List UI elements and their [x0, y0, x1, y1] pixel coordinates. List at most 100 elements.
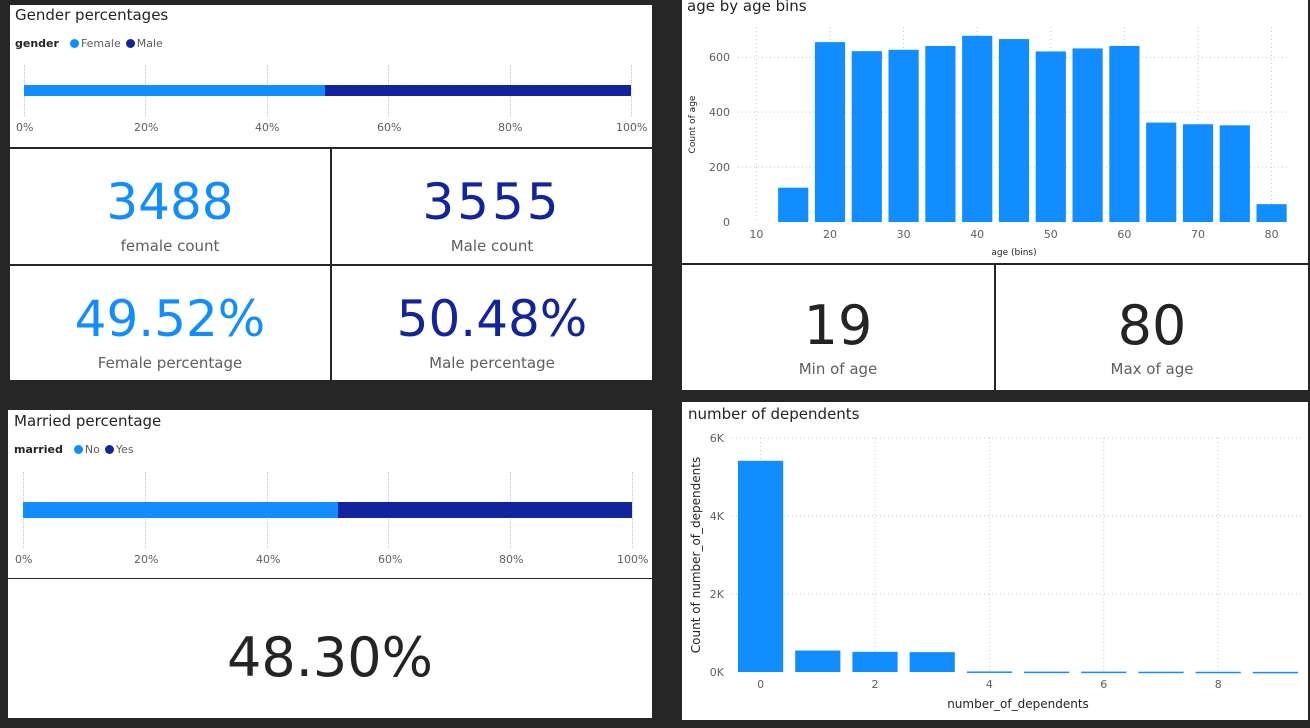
gender-tick-80: 80%	[498, 121, 523, 134]
histogram-bar[interactable]	[814, 42, 846, 222]
yes-legend-label[interactable]: Yes	[115, 443, 134, 456]
histogram-bar[interactable]	[1109, 45, 1140, 223]
dependents-panel[interactable]: number of dependents 0K 2K 4K 6K 0 2 4 6 8 number…	[682, 402, 1308, 720]
histogram-bar[interactable]	[1035, 51, 1066, 222]
min-age-card[interactable]: 19 Min of age	[682, 265, 994, 390]
female-percentage-value: 49.52%	[74, 290, 266, 348]
y-axis-label: Count of age	[688, 95, 698, 153]
x-tick-label: 10	[749, 228, 763, 241]
histogram-bar[interactable]	[888, 49, 919, 222]
female-percentage-card[interactable]: 49.52% Female percentage	[10, 266, 330, 380]
max-age-label: Max of age	[1110, 360, 1194, 378]
histogram-bar[interactable]	[1024, 671, 1070, 674]
female-legend-dot	[69, 39, 79, 48]
male-legend-dot	[125, 39, 135, 48]
y-tick-label: 0	[723, 216, 730, 229]
male-legend-label[interactable]: Male	[136, 37, 163, 50]
y-tick-label: 0K	[710, 666, 725, 679]
min-age-label: Min of age	[798, 360, 878, 378]
gender-percentages-panel[interactable]: Gender percentages gender Female Male 0%…	[10, 5, 652, 147]
gridline	[631, 65, 632, 117]
female-legend-label[interactable]: Female	[80, 37, 121, 50]
x-tick-label: 60	[1117, 228, 1131, 241]
married-tick-0: 0%	[15, 553, 33, 566]
female-count-label: female count	[120, 237, 220, 255]
male-percentage-label: Male percentage	[429, 354, 555, 372]
x-tick-label: 40	[970, 228, 984, 241]
gender-tick-0: 0%	[16, 121, 34, 134]
histogram-bar[interactable]	[962, 35, 993, 223]
age-bins-panel[interactable]: age by age bins 0 200 400 600 10 20 30 40 50 60 70…	[682, 0, 1308, 263]
dependents-histogram[interactable]: 0K 2K 4K 6K 0 2 4 6 8 number_of_dependents Count o…	[682, 402, 1308, 720]
married-tick-40: 40%	[256, 553, 281, 566]
histogram-bar[interactable]	[1195, 671, 1241, 674]
gender-tick-100: 100%	[616, 121, 648, 134]
married-legend: married No Yes	[14, 443, 134, 456]
x-tick-label: 30	[897, 228, 911, 241]
age-histogram[interactable]: 0 200 400 600 10 20 30 40 50 60 70 80 age (bins) Coun…	[682, 0, 1308, 263]
married-tick-80: 80%	[499, 553, 524, 566]
x-tick-label: 0	[757, 678, 764, 691]
x-tick-label: 2	[872, 678, 879, 691]
x-tick-label: 6	[1100, 678, 1107, 691]
female-count-card[interactable]: 3488 female count	[10, 149, 330, 264]
histogram-bar[interactable]	[909, 652, 955, 672]
married-legend-title: married	[14, 443, 63, 456]
gender-tick-40: 40%	[255, 121, 280, 134]
x-axis-label: number_of_dependents	[947, 697, 1089, 711]
y-tick-label: 6K	[710, 432, 725, 445]
female-percentage-label: Female percentage	[97, 354, 243, 372]
gender-tick-60: 60%	[377, 121, 402, 134]
histogram-bar[interactable]	[795, 650, 841, 672]
histogram-bar[interactable]	[738, 460, 784, 672]
married-chart-title: Married percentage	[14, 412, 162, 430]
histogram-bar[interactable]	[1138, 671, 1184, 674]
gridline	[632, 472, 633, 548]
histogram-bar[interactable]	[1256, 204, 1287, 222]
male-percentage-card[interactable]: 50.48% Male percentage	[332, 266, 652, 380]
married-tick-100: 100%	[617, 553, 649, 566]
max-age-value: 80	[1117, 294, 1187, 357]
y-tick-label: 4K	[710, 510, 725, 523]
x-tick-label: 70	[1191, 228, 1205, 241]
max-age-card[interactable]: 80 Max of age	[996, 265, 1308, 390]
histogram-bar[interactable]	[778, 187, 809, 222]
histogram-bar[interactable]	[1252, 671, 1298, 674]
histogram-bar[interactable]	[966, 671, 1012, 673]
x-tick-label: 8	[1215, 678, 1222, 691]
female-count-value: 3488	[106, 173, 234, 231]
married-yes-bar-segment[interactable]	[337, 502, 632, 518]
female-bar-segment[interactable]	[24, 85, 325, 96]
no-legend-label[interactable]: No	[84, 443, 100, 456]
y-tick-label: 2K	[710, 588, 725, 601]
married-percentage-panel[interactable]: Married percentage married No Yes 0% 20%…	[8, 410, 652, 578]
male-bar-segment[interactable]	[324, 85, 631, 96]
histogram-bar[interactable]	[851, 51, 882, 223]
yes-legend-dot	[104, 445, 114, 454]
histogram-bar[interactable]	[1146, 122, 1177, 222]
male-percentage-value: 50.48%	[396, 290, 588, 348]
histogram-bar[interactable]	[1072, 48, 1103, 223]
married-percentage-value: 48.30%	[227, 626, 433, 689]
age-chart-title: age by age bins	[687, 0, 807, 15]
histogram-bar[interactable]	[1182, 124, 1214, 222]
male-count-label: Male count	[450, 237, 534, 255]
histogram-bar[interactable]	[1219, 125, 1250, 222]
married-tick-60: 60%	[378, 553, 403, 566]
histogram-bar[interactable]	[852, 651, 898, 672]
histogram-bar[interactable]	[998, 39, 1030, 223]
male-count-value: 3555	[422, 173, 562, 231]
x-tick-label: 80	[1265, 228, 1279, 241]
x-tick-label: 20	[823, 228, 837, 241]
histogram-bar[interactable]	[1081, 671, 1127, 674]
y-axis-label: Count of number_of_dependents	[689, 457, 703, 653]
gender-tick-20: 20%	[134, 121, 159, 134]
x-axis-label: age (bins)	[991, 248, 1036, 258]
male-count-card[interactable]: 3555 Male count	[332, 149, 652, 264]
gender-legend: gender Female Male	[15, 37, 163, 50]
married-no-bar-segment[interactable]	[23, 502, 338, 518]
x-tick-label: 4	[986, 678, 993, 691]
married-percentage-card[interactable]: 48.30%	[8, 579, 652, 718]
dependents-chart-title: number of dependents	[688, 405, 860, 423]
histogram-bar[interactable]	[925, 45, 956, 223]
